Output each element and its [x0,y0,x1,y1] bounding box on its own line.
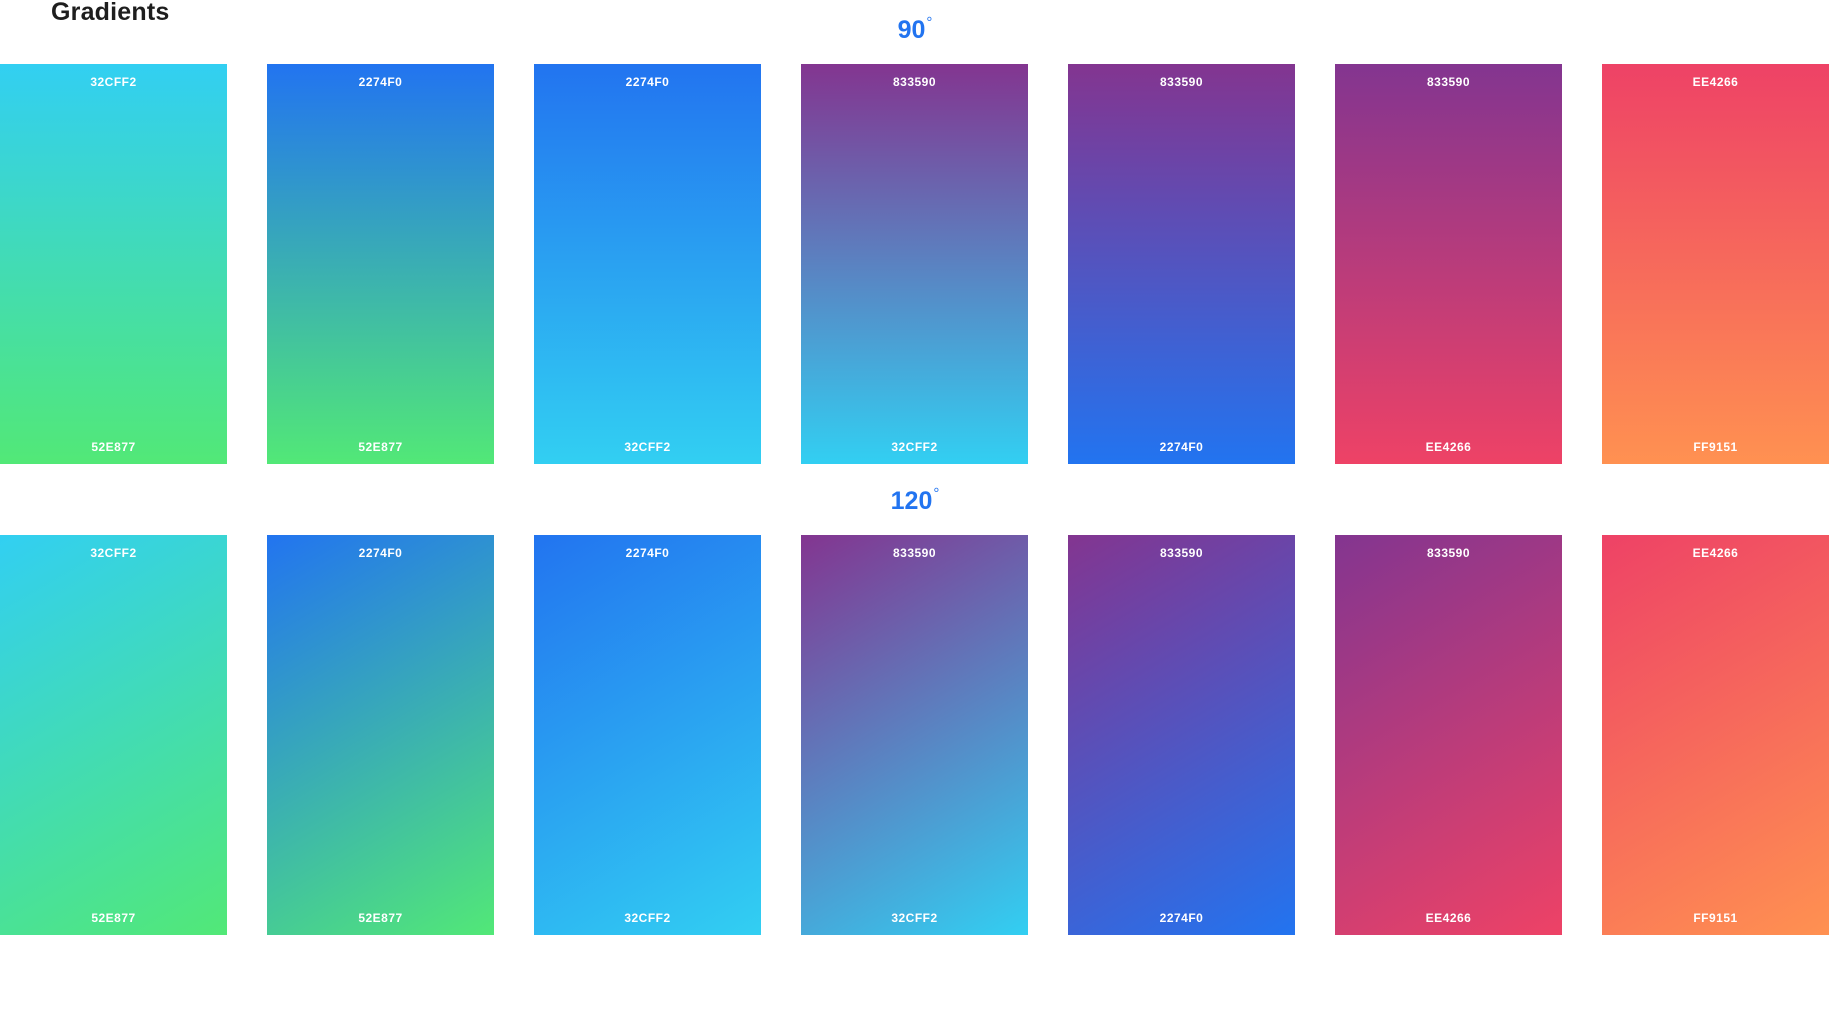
swatch-end-color-label: 32CFF2 [891,440,938,454]
degree-symbol: ° [926,14,933,31]
swatch-start-color-label: 833590 [1159,75,1204,89]
gradient-swatch: 833590 EE4266 [1335,535,1562,935]
section-heading-90: 90° [0,14,1830,45]
swatch-start-color-label: 833590 [1159,546,1204,560]
swatch-end-color-label: FF9151 [1693,911,1738,925]
section-heading-120: 120° [0,485,1830,516]
gradient-swatch: 2274F0 52E877 [267,535,494,935]
swatch-start-color-label: 833590 [892,546,937,560]
swatch-start-color-label: 2274F0 [358,546,403,560]
swatch-end-color-label: 32CFF2 [624,440,671,454]
gradient-row-120: 32CFF2 52E877 2274F0 52E877 2274F0 32CFF2 8335… [0,535,1830,935]
gradient-swatch: 32CFF2 52E877 [0,535,227,935]
gradient-swatch: EE4266 FF9151 [1602,64,1829,464]
gradient-swatch: 833590 2274F0 [1068,64,1295,464]
swatch-end-color-label: 52E877 [358,911,403,925]
gradient-swatch: 833590 EE4266 [1335,64,1562,464]
gradient-swatch: 2274F0 32CFF2 [534,64,761,464]
swatch-start-color-label: 32CFF2 [90,546,137,560]
gradient-swatch: 32CFF2 52E877 [0,64,227,464]
swatch-end-color-label: 32CFF2 [891,911,938,925]
angle-value: 90 [897,16,926,44]
swatch-end-color-label: 2274F0 [1159,440,1204,454]
swatch-end-color-label: FF9151 [1693,440,1738,454]
gradient-row-90: 32CFF2 52E877 2274F0 52E877 2274F0 32CFF2 8335… [0,64,1830,464]
swatch-start-color-label: 833590 [1426,75,1471,89]
swatch-start-color-label: EE4266 [1692,546,1739,560]
angle-value: 120 [890,487,933,515]
gradient-swatch: 2274F0 32CFF2 [534,535,761,935]
swatch-start-color-label: 32CFF2 [90,75,137,89]
gradient-swatch: EE4266 FF9151 [1602,535,1829,935]
swatch-start-color-label: EE4266 [1692,75,1739,89]
swatch-end-color-label: 52E877 [358,440,403,454]
swatch-start-color-label: 2274F0 [625,75,670,89]
swatch-start-color-label: 833590 [892,75,937,89]
gradient-swatch: 2274F0 52E877 [267,64,494,464]
swatch-end-color-label: 52E877 [91,911,136,925]
swatch-start-color-label: 2274F0 [625,546,670,560]
gradient-swatch: 833590 32CFF2 [801,64,1028,464]
swatch-end-color-label: EE4266 [1425,440,1472,454]
swatch-end-color-label: EE4266 [1425,911,1472,925]
page-title: Gradients [51,0,170,26]
gradient-swatch: 833590 32CFF2 [801,535,1028,935]
swatch-end-color-label: 32CFF2 [624,911,671,925]
swatch-end-color-label: 52E877 [91,440,136,454]
swatch-start-color-label: 2274F0 [358,75,403,89]
swatch-end-color-label: 2274F0 [1159,911,1204,925]
gradient-swatch: 833590 2274F0 [1068,535,1295,935]
degree-symbol: ° [933,485,940,502]
swatch-start-color-label: 833590 [1426,546,1471,560]
